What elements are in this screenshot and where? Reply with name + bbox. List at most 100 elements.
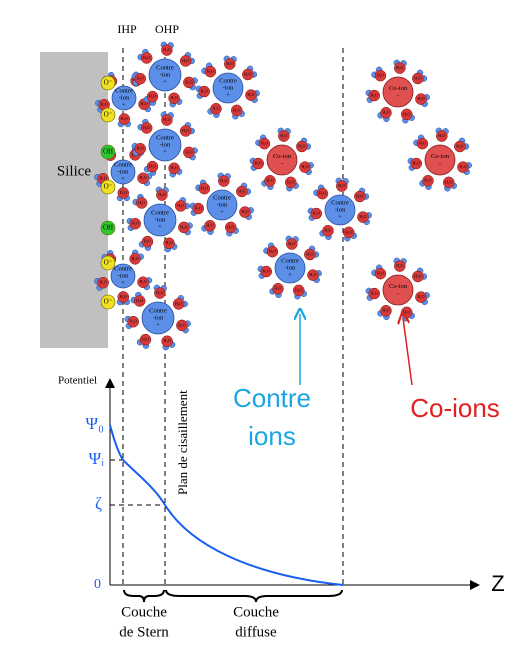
oxygen: [454, 140, 466, 153]
ion-label: Contre: [219, 77, 237, 84]
water-molecule: H₂O: [354, 187, 370, 203]
water-label: H₂O: [313, 210, 320, 215]
water-molecule: H₂O: [126, 217, 142, 232]
water-molecule: H₂O: [236, 182, 252, 198]
oxygen: [380, 305, 392, 317]
water-label: H₂O: [288, 241, 295, 246]
diffuse-label: Couche: [233, 604, 279, 620]
ion-label: Contre: [331, 199, 349, 206]
oxygen: [118, 113, 131, 125]
counter-ion: H₂O H₂O H₂O H₂O H₂O H₂O H₂O Contre-ion+: [307, 177, 372, 242]
water-molecule: H₂O: [304, 245, 320, 261]
surface-group-label: OH: [103, 148, 113, 156]
ion-label: Contre: [213, 194, 231, 201]
oxygen: [422, 175, 434, 187]
oxygen: [210, 103, 222, 115]
water-label: H₂O: [298, 143, 305, 148]
water-molecule: H₂O: [296, 137, 312, 153]
water-label: H₂O: [163, 117, 170, 122]
water-label: H₂O: [247, 92, 254, 97]
water-label: H₂O: [396, 263, 403, 268]
oxygen: [436, 130, 448, 142]
water-label: H₂O: [163, 47, 170, 52]
water-label: H₂O: [132, 256, 139, 261]
water-label: H₂O: [417, 294, 424, 299]
water-molecule: H₂O: [299, 161, 314, 176]
water-molecule: H₂O: [189, 202, 205, 216]
water-molecule: H₂O: [412, 267, 428, 283]
water-label: H₂O: [120, 190, 127, 195]
water-molecule: H₂O: [419, 175, 434, 191]
water-molecule: H₂O: [285, 235, 299, 250]
ion-label: Co-ion: [431, 153, 450, 160]
water-label: H₂O: [120, 294, 127, 299]
water-molecule: H₂O: [94, 277, 109, 291]
water-label: H₂O: [319, 191, 326, 196]
ion-core: [266, 144, 298, 176]
water-label: H₂O: [419, 141, 426, 146]
water-label: H₂O: [413, 160, 420, 165]
water-label: H₂O: [356, 193, 363, 198]
stern-brace: [123, 589, 165, 603]
ihp-label: IHP: [117, 22, 137, 36]
water-label: H₂O: [338, 183, 345, 188]
oxygen: [198, 85, 211, 98]
oxygen: [183, 76, 195, 89]
surface-group-label: O⁻: [104, 298, 113, 306]
water-label: H₂O: [309, 272, 316, 277]
ion-label: +: [122, 101, 126, 108]
ion-label: -: [439, 160, 441, 167]
ion-label: -: [397, 290, 399, 297]
oxygen: [139, 333, 152, 346]
water-molecule: H₂O: [245, 89, 260, 104]
water-molecule: H₂O: [239, 206, 254, 221]
oxygen: [457, 161, 469, 173]
oxygen: [286, 238, 298, 250]
water-molecule: H₂O: [285, 176, 299, 192]
oxygen: [172, 298, 185, 310]
water-label: H₂O: [143, 55, 150, 60]
water-molecule: H₂O: [131, 72, 147, 87]
water-molecule: H₂O: [136, 333, 152, 349]
water-molecule: H₂O: [255, 134, 271, 150]
oxygen: [322, 225, 334, 237]
water-label: H₂O: [396, 65, 403, 70]
water-molecule: H₂O: [415, 93, 430, 108]
ion-core: [143, 203, 177, 237]
oxygen: [357, 211, 369, 223]
oxygen: [141, 235, 154, 248]
co-ion-arrow: [403, 318, 413, 386]
ion-label: Contre: [281, 257, 299, 264]
water-label: H₂O: [166, 240, 173, 245]
water-molecule: H₂O: [415, 291, 430, 306]
diffuse-brace: [165, 589, 343, 603]
shear-plane-label: Plan de cisaillement: [175, 390, 190, 495]
oxygen: [415, 93, 427, 105]
water-label: H₂O: [382, 110, 389, 115]
water-label: H₂O: [101, 102, 108, 107]
water-label: H₂O: [227, 224, 234, 229]
water-label: H₂O: [201, 88, 208, 93]
water-molecule: H₂O: [393, 257, 407, 272]
water-label: H₂O: [171, 165, 178, 170]
oxygen: [245, 89, 257, 101]
ion-label: -ion: [223, 84, 234, 91]
water-label: H₂O: [274, 286, 281, 291]
ion-label: +: [338, 213, 342, 220]
stern-label: de Stern: [119, 624, 169, 640]
oxygen: [135, 197, 148, 209]
ion-label: +: [288, 271, 292, 278]
co-ions-legend: Co-ions: [410, 393, 500, 423]
water-molecule: H₂O: [377, 107, 392, 123]
oxygen: [293, 284, 305, 297]
ion-core: [382, 76, 414, 108]
ion-label: Contre: [151, 209, 169, 216]
water-molecule: H₂O: [313, 184, 329, 200]
water-molecule: H₂O: [393, 59, 407, 74]
ion-label: Contre: [156, 64, 174, 71]
x-axis-label: Z: [491, 571, 504, 596]
oxygen: [168, 162, 180, 175]
oxygen: [178, 221, 190, 234]
water-label: H₂O: [182, 58, 189, 63]
